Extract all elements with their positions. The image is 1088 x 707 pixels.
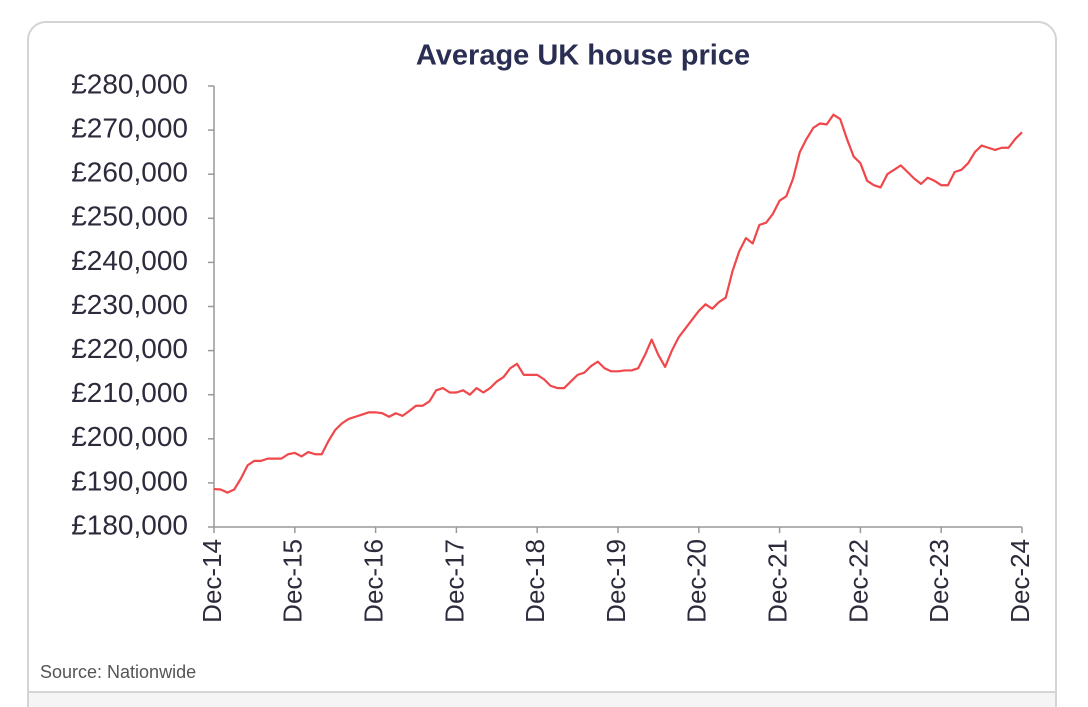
y-tick-label: £230,000 [71, 289, 188, 320]
card [27, 21, 1057, 707]
x-tick-label: Dec-24 [1005, 539, 1035, 623]
y-tick-label: £220,000 [71, 333, 188, 364]
x-tick-label: Dec-22 [843, 539, 873, 623]
y-tick-label: £280,000 [71, 68, 188, 99]
x-tick-label: Dec-17 [439, 539, 469, 623]
y-tick-label: £180,000 [71, 509, 188, 540]
x-tick-label: Dec-14 [197, 539, 227, 623]
x-tick-label: Dec-23 [924, 539, 954, 623]
x-tick-label: Dec-20 [682, 539, 712, 623]
x-tick-label: Dec-19 [601, 539, 631, 623]
y-tick-label: £260,000 [71, 157, 188, 188]
y-tick-label: £190,000 [71, 465, 188, 496]
y-tick-label: £210,000 [71, 377, 188, 408]
chart-title: Average UK house price [416, 40, 750, 72]
x-tick-label: Dec-15 [278, 539, 308, 623]
card-footer [29, 693, 1055, 707]
y-tick-label: £270,000 [71, 112, 188, 143]
y-tick-label: £250,000 [71, 201, 188, 232]
x-tick-label: Dec-16 [358, 539, 388, 623]
x-tick-label: Dec-21 [762, 539, 792, 623]
x-tick-label: Dec-18 [520, 539, 550, 623]
price-line [213, 113, 1023, 494]
y-tick-label: £200,000 [71, 421, 188, 452]
y-tick-label: £240,000 [71, 245, 188, 276]
source-note: Source: Nationwide [40, 662, 196, 682]
